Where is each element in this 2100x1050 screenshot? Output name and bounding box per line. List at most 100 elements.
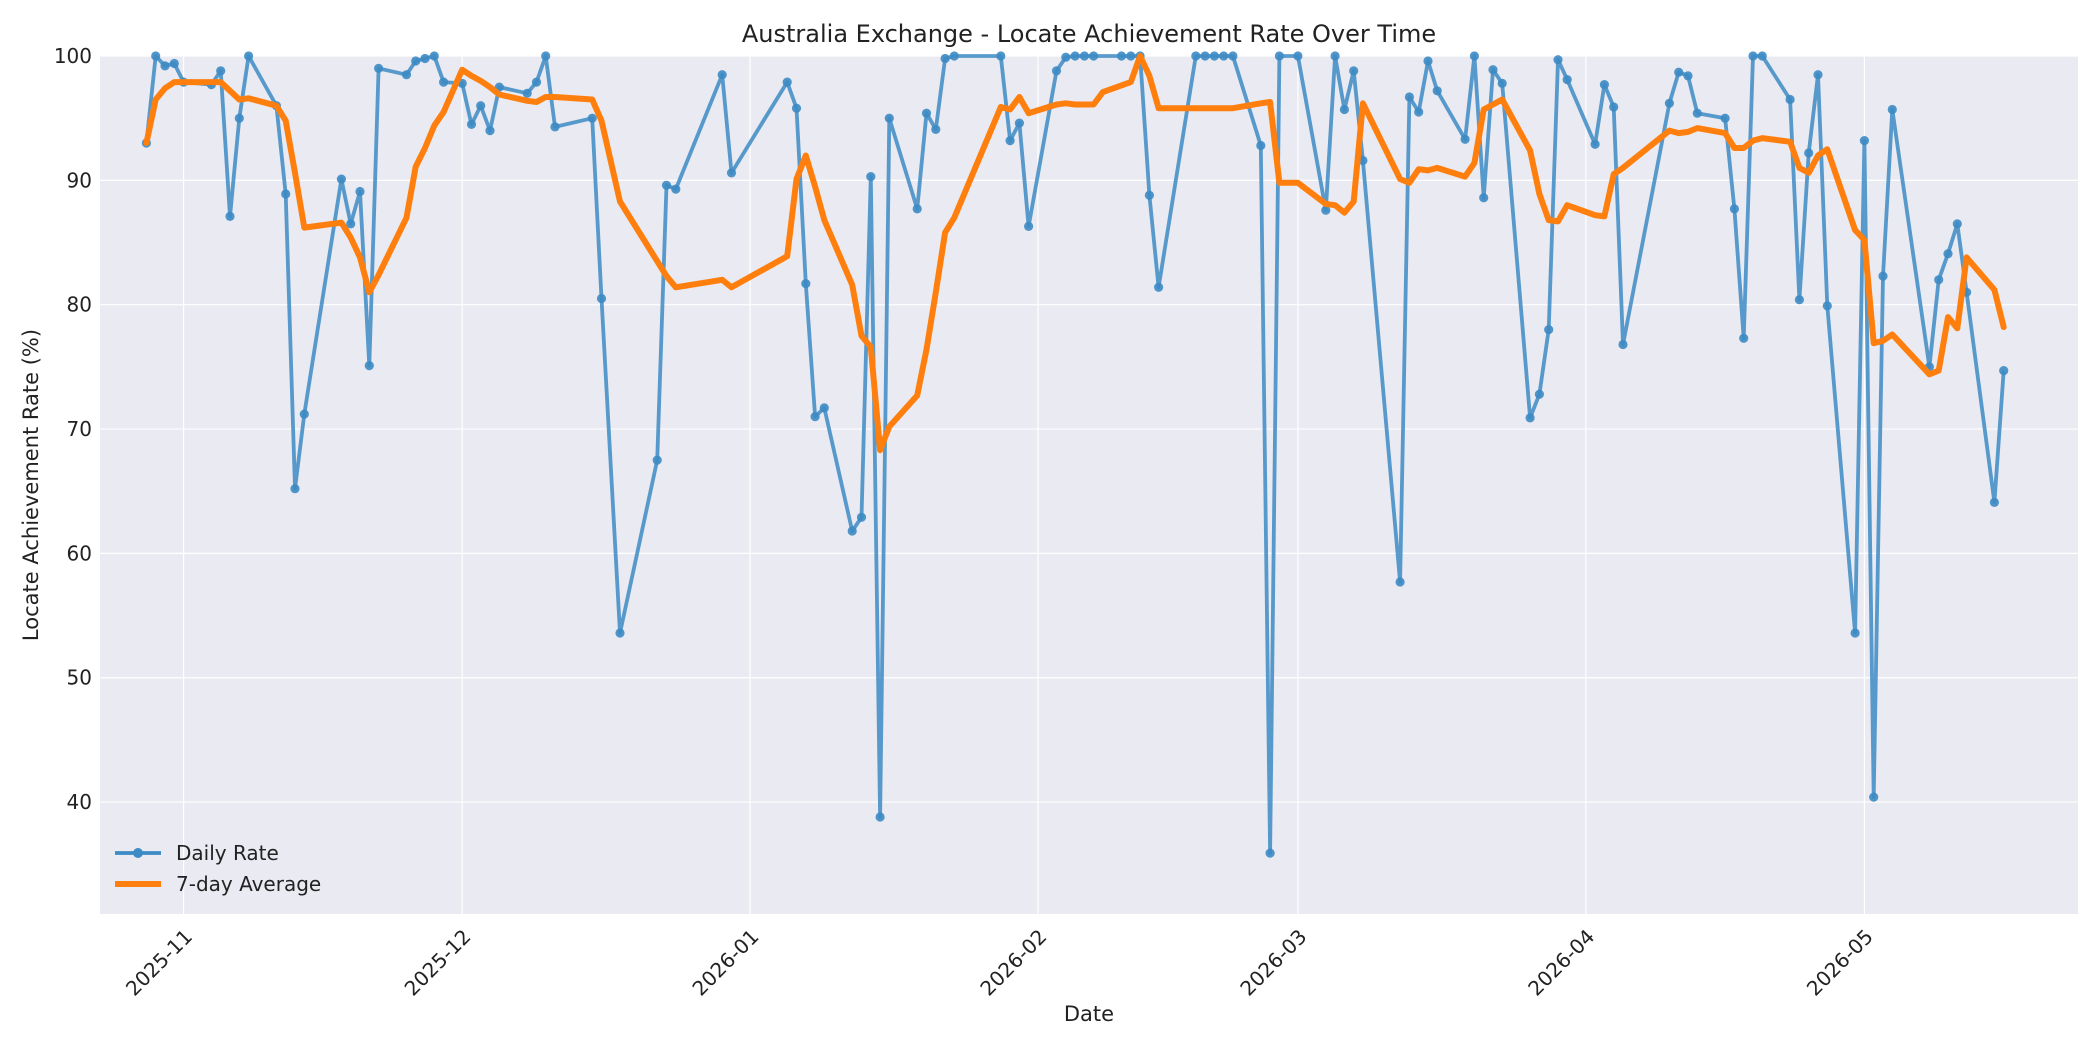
data-point-daily-rate: [1293, 51, 1303, 61]
data-point-daily-rate: [1414, 107, 1424, 117]
data-point-daily-rate: [1683, 71, 1693, 81]
data-point-daily-rate: [541, 51, 551, 61]
plot-background: [100, 56, 2078, 914]
chart-title: Australia Exchange - Locate Achievement …: [742, 20, 1436, 48]
data-point-daily-rate: [1256, 140, 1266, 151]
data-point-daily-rate: [1051, 66, 1062, 76]
data-point-daily-rate: [1005, 136, 1015, 146]
x-tick-label: 2025-12: [400, 924, 476, 1000]
data-point-daily-rate: [290, 484, 300, 494]
data-point-daily-rate: [1089, 51, 1099, 61]
data-point-daily-rate: [485, 126, 495, 136]
x-tick-label: 2026-04: [1523, 924, 1599, 1000]
data-point-daily-rate: [1934, 275, 1944, 285]
grid-lines: [100, 55, 2078, 914]
data-point-daily-rate: [1014, 118, 1024, 128]
data-point-daily-rate: [281, 189, 291, 199]
data-point-daily-rate: [1154, 282, 1164, 292]
data-point-daily-rate: [1265, 848, 1275, 858]
data-point-daily-rate: [587, 113, 597, 123]
data-point-daily-rate: [1488, 65, 1498, 75]
data-point-daily-rate: [355, 186, 365, 197]
data-point-daily-rate: [1850, 628, 1860, 638]
data-point-daily-rate: [1061, 52, 1071, 62]
y-tick-label: 70: [67, 417, 92, 441]
data-point-daily-rate: [1544, 325, 1554, 335]
data-point-daily-rate: [1887, 104, 1897, 115]
data-point-daily-rate: [1999, 366, 2009, 376]
data-point-daily-rate: [522, 88, 532, 98]
data-point-daily-rate: [1720, 113, 1730, 123]
data-point-daily-rate: [1024, 221, 1034, 231]
data-point-daily-rate: [717, 70, 727, 80]
data-point-daily-rate: [1804, 148, 1814, 158]
data-point-daily-rate: [1079, 51, 1089, 61]
data-point-daily-rate: [856, 512, 867, 522]
data-point-daily-rate: [1590, 139, 1600, 149]
data-point-daily-rate: [1423, 56, 1433, 66]
data-point-daily-rate: [652, 455, 662, 465]
data-point-daily-rate: [364, 361, 374, 371]
data-point-daily-rate: [847, 526, 857, 536]
data-point-daily-rate: [940, 53, 950, 64]
data-point-daily-rate: [782, 77, 792, 87]
data-point-daily-rate: [1674, 67, 1684, 77]
data-point-daily-rate: [169, 58, 179, 69]
data-point-daily-rate: [921, 108, 932, 118]
y-tick-label: 60: [67, 541, 92, 565]
legend-label-daily-rate: Daily Rate: [176, 841, 279, 865]
data-point-daily-rate: [1692, 108, 1702, 118]
data-point-daily-rate: [1729, 204, 1739, 214]
data-point-daily-rate: [810, 412, 820, 422]
data-point-daily-rate: [1822, 301, 1832, 311]
data-point-daily-rate: [1070, 51, 1080, 61]
x-tick-label: 2026-03: [1235, 924, 1311, 1000]
data-point-daily-rate: [1191, 51, 1201, 61]
data-point-daily-rate: [1274, 51, 1284, 61]
data-point-daily-rate: [411, 56, 421, 66]
data-point-daily-rate: [1219, 51, 1229, 61]
data-point-daily-rate: [531, 77, 542, 87]
data-point-daily-rate: [1785, 94, 1795, 105]
y-tick-label: 80: [67, 293, 92, 317]
data-point-daily-rate: [949, 51, 959, 61]
data-point-daily-rate: [225, 211, 235, 221]
data-point-daily-rate: [875, 812, 885, 822]
data-point-daily-rate: [1599, 80, 1609, 90]
data-point-daily-rate: [1525, 413, 1535, 423]
data-point-daily-rate: [1479, 193, 1489, 203]
data-point-daily-rate: [151, 51, 161, 61]
data-point-daily-rate: [550, 122, 560, 132]
data-point-daily-rate: [615, 628, 625, 638]
data-point-daily-rate: [931, 124, 941, 134]
x-tick-label: 2026-05: [1802, 924, 1878, 1000]
y-axis-label: Locate Achievement Rate (%): [19, 329, 43, 641]
data-point-daily-rate: [801, 279, 811, 289]
data-point-daily-rate: [1878, 271, 1888, 281]
data-point-daily-rate: [1321, 205, 1331, 215]
data-point-daily-rate: [1432, 86, 1442, 96]
data-point-daily-rate: [791, 103, 802, 113]
legend-label-7-day-average: 7-day Average: [176, 872, 321, 896]
data-point-daily-rate: [1748, 51, 1758, 61]
y-tick-label: 100: [54, 44, 92, 68]
data-point-daily-rate: [1869, 792, 1879, 802]
data-point-daily-rate: [1813, 70, 1823, 80]
data-point-daily-rate: [1228, 51, 1238, 61]
x-tick-label: 2025-11: [121, 924, 197, 1000]
data-point-daily-rate: [1126, 51, 1136, 61]
x-axis-label: Date: [1064, 1002, 1114, 1026]
data-point-daily-rate: [1859, 136, 1869, 146]
y-tick-label: 50: [67, 666, 92, 690]
data-point-daily-rate: [661, 180, 672, 190]
x-axis-ticks: 2025-11 2025-12 2026-01 2026-02 2026-03 2026-…: [121, 924, 1878, 1000]
data-point-daily-rate: [1497, 78, 1507, 88]
data-point-daily-rate: [1618, 339, 1628, 350]
data-point-daily-rate: [1200, 51, 1210, 61]
data-point-daily-rate: [401, 70, 412, 80]
data-point-daily-rate: [1144, 190, 1154, 200]
data-point-daily-rate: [299, 409, 309, 419]
data-point-daily-rate: [1404, 92, 1414, 102]
data-point-daily-rate: [1209, 51, 1219, 61]
data-point-daily-rate: [1609, 102, 1619, 112]
